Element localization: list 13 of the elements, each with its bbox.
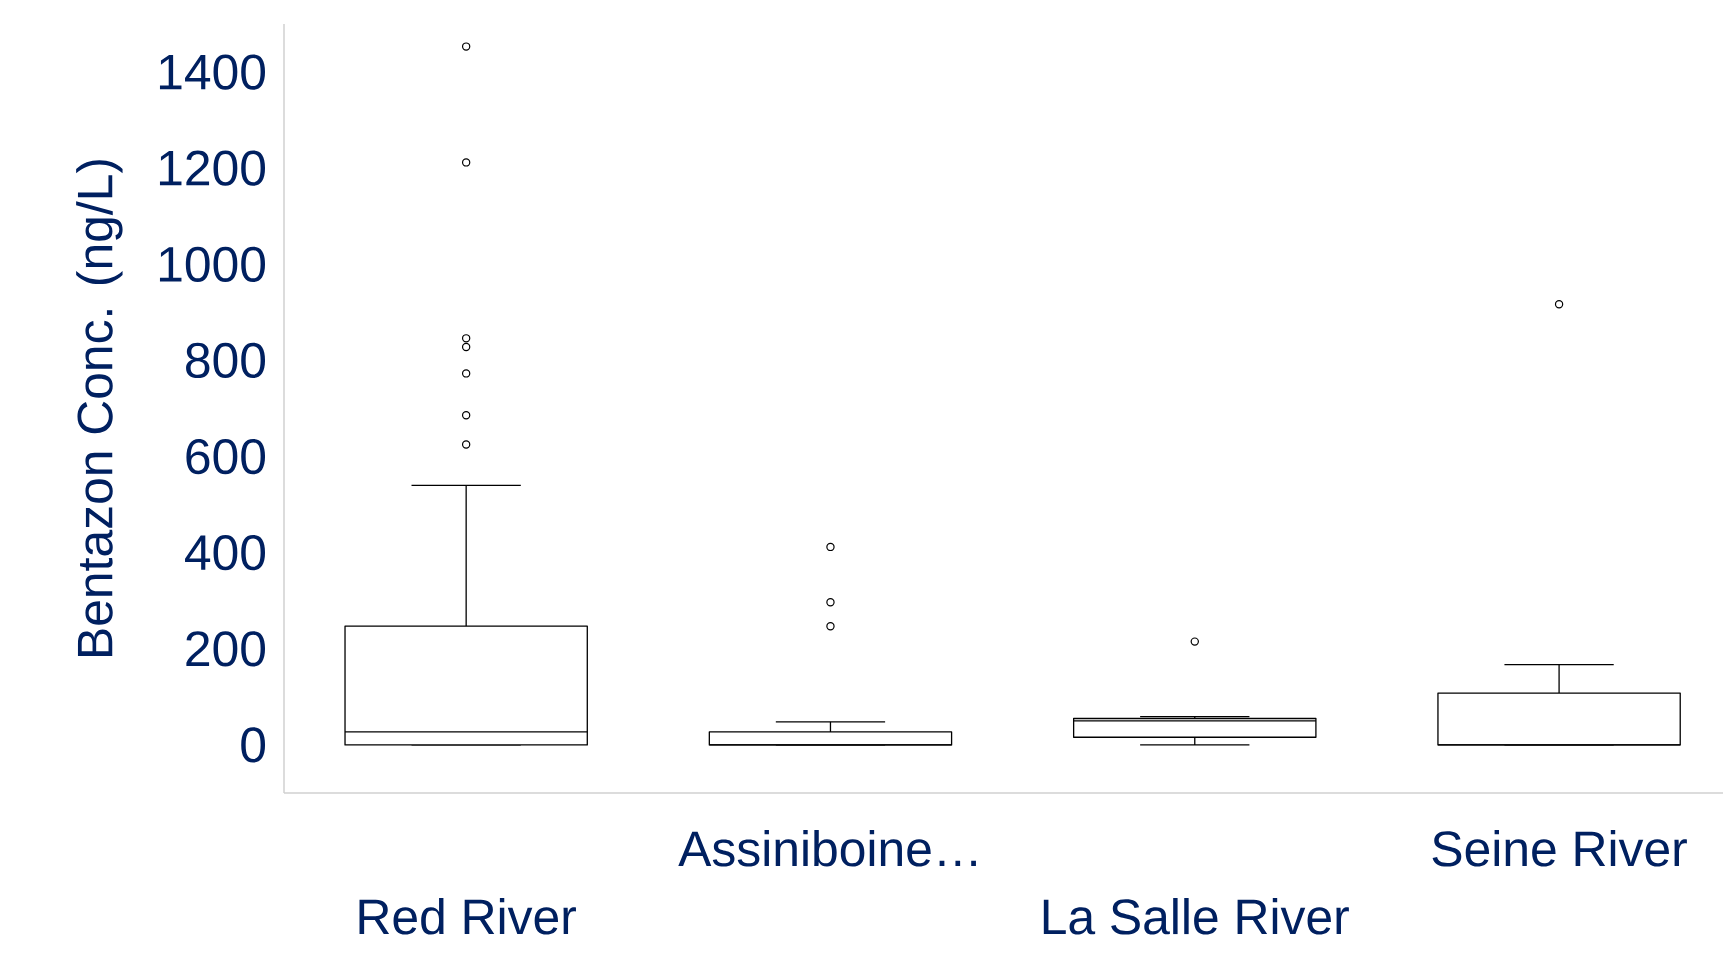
y-tick-label: 800 [186, 342, 266, 379]
y-tick-label: 1200 [159, 150, 266, 186]
x-tick-label: La Salle River [1043, 898, 1349, 935]
x-tick-label: Assiniboine… [678, 830, 976, 867]
y-tick-label: 0 [241, 727, 266, 763]
x-tick-label: Red River [359, 898, 576, 935]
y-tick-label: 200 [186, 631, 266, 667]
y-tick-label: 1000 [159, 246, 266, 282]
x-tick-label: Seine River [1432, 830, 1687, 867]
y-tick-label: 400 [185, 535, 266, 571]
y-axis-title: Bentazon Conc. (ng/L) [76, 160, 123, 656]
y-tick-label: 600 [186, 438, 266, 475]
y-tick-label: 1400 [159, 54, 266, 90]
